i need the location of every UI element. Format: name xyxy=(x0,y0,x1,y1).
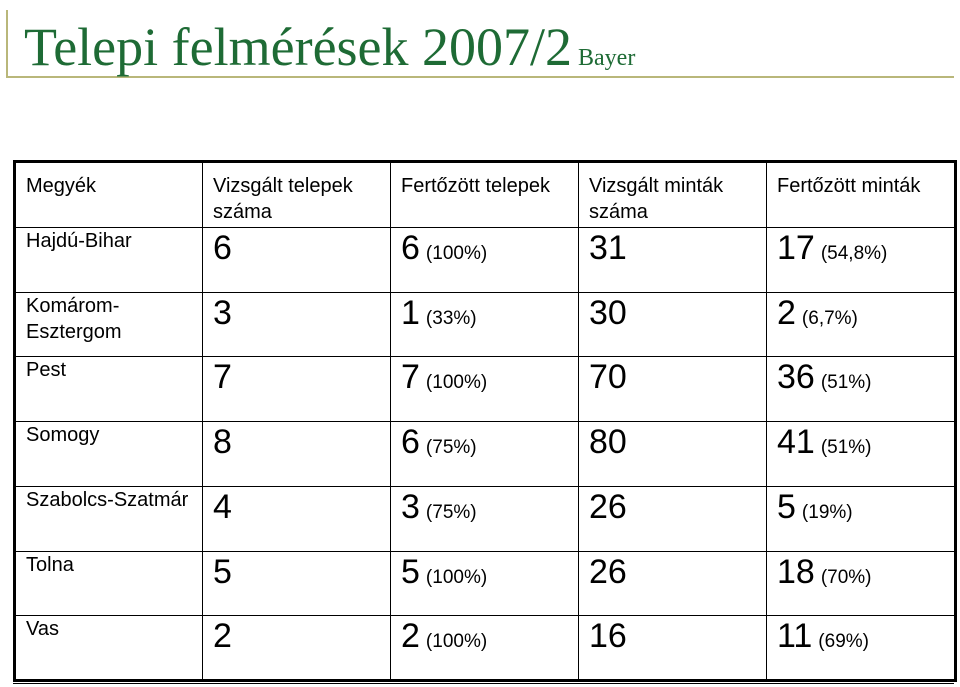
cell-fertozott-telepek: 5 (100%) xyxy=(390,550,579,617)
table-row: Vas 2 2 (100%) 16 11 (69%) xyxy=(14,615,956,681)
cell-megye: Hajdú-Bihar xyxy=(14,227,203,293)
percent: (33%) xyxy=(425,307,477,329)
percent: (100%) xyxy=(425,631,488,653)
cell-vizsgalt-mintak: 80 xyxy=(578,421,767,487)
percent: (19%) xyxy=(801,501,853,523)
cell-fertozott-telepek: 6 (100%) xyxy=(390,227,579,293)
value: 3 xyxy=(401,487,420,526)
percent: (75%) xyxy=(425,501,477,523)
value: 36 xyxy=(777,358,815,397)
title-rule-vertical xyxy=(6,10,8,76)
value: 6 xyxy=(401,229,420,267)
cell-megye: Vas xyxy=(14,615,203,681)
cell-fertozott-mintak: 5 (19%) xyxy=(766,485,956,552)
value: 17 xyxy=(777,229,815,267)
cell-vizsgalt-telepek: 6 xyxy=(202,227,391,293)
header-vizsgalt-telepek: Vizsgált telepek száma xyxy=(202,161,391,228)
percent: (70%) xyxy=(820,566,872,588)
header-fertozott-mintak: Fertőzött minták xyxy=(766,161,956,228)
percent: (100%) xyxy=(425,243,488,264)
value: 80 xyxy=(589,423,627,462)
value: 6 xyxy=(401,423,420,462)
survey-table: Megyék Vizsgált telepek száma Fertőzött … xyxy=(13,160,957,682)
value: 2 xyxy=(777,293,796,332)
value: 26 xyxy=(589,487,627,526)
value: 3 xyxy=(213,293,232,332)
cell-vizsgalt-mintak: 16 xyxy=(578,615,767,681)
table-header-row: Megyék Vizsgált telepek száma Fertőzött … xyxy=(14,161,956,228)
cell-vizsgalt-telepek: 2 xyxy=(202,615,391,681)
percent: (6,7%) xyxy=(801,307,858,329)
cell-vizsgalt-mintak: 26 xyxy=(578,550,767,617)
table-row: Somogy 8 6 (75%) 80 41 (51%) xyxy=(14,421,956,487)
value: 30 xyxy=(589,293,627,332)
page-title: Telepi felmérések 2007/2 Bayer xyxy=(24,12,635,93)
percent: (75%) xyxy=(425,437,477,459)
value: 2 xyxy=(401,617,420,656)
percent: (54,8%) xyxy=(820,243,888,264)
header-megye: Megyék xyxy=(14,161,203,228)
cell-fertozott-mintak: 41 (51%) xyxy=(766,421,956,487)
cell-fertozott-telepek: 1 (33%) xyxy=(390,291,579,358)
cell-vizsgalt-mintak: 26 xyxy=(578,485,767,552)
percent: (100%) xyxy=(425,566,488,588)
header-fertozott-telepek: Fertőzött telepek xyxy=(390,161,579,228)
cell-vizsgalt-telepek: 5 xyxy=(202,550,391,617)
cell-megye: Komárom-Esztergom xyxy=(14,291,203,358)
title-rule-horizontal xyxy=(6,76,954,78)
percent: (51%) xyxy=(820,372,872,394)
value: 2 xyxy=(213,617,232,656)
table-row: Pest 7 7 (100%) 70 36 (51%) xyxy=(14,356,956,423)
value: 4 xyxy=(213,487,232,526)
table-row: Tolna 5 5 (100%) 26 18 (70%) xyxy=(14,550,956,617)
value: 5 xyxy=(213,552,232,591)
value: 7 xyxy=(213,358,232,397)
value: 7 xyxy=(401,358,420,397)
cell-megye: Szabolcs-Szatmár xyxy=(14,485,203,552)
value: 41 xyxy=(777,423,815,462)
cell-vizsgalt-telepek: 3 xyxy=(202,291,391,358)
value: 5 xyxy=(401,552,420,591)
cell-fertozott-mintak: 17 (54,8%) xyxy=(766,227,956,293)
cell-fertozott-telepek: 3 (75%) xyxy=(390,485,579,552)
value: 5 xyxy=(777,487,796,526)
cell-megye: Tolna xyxy=(14,550,203,617)
cell-fertozott-mintak: 36 (51%) xyxy=(766,356,956,423)
cell-vizsgalt-telepek: 4 xyxy=(202,485,391,552)
cell-vizsgalt-mintak: 31 xyxy=(578,227,767,293)
value: 1 xyxy=(401,293,420,332)
table-row: Komárom-Esztergom 3 1 (33%) 30 2 (6,7%) xyxy=(14,291,956,358)
cell-fertozott-telepek: 7 (100%) xyxy=(390,356,579,423)
cell-fertozott-telepek: 6 (75%) xyxy=(390,421,579,487)
cell-fertozott-telepek: 2 (100%) xyxy=(390,615,579,681)
cell-vizsgalt-mintak: 30 xyxy=(578,291,767,358)
percent: (100%) xyxy=(425,372,488,394)
value: 16 xyxy=(589,617,627,656)
cell-vizsgalt-mintak: 70 xyxy=(578,356,767,423)
value: 31 xyxy=(589,229,627,267)
table-row: Hajdú-Bihar 6 6 (100%) 31 17 (54,8%) xyxy=(14,227,956,293)
percent: (51%) xyxy=(820,437,872,459)
table-bottom-rule xyxy=(13,683,954,684)
cell-fertozott-mintak: 18 (70%) xyxy=(766,550,956,617)
cell-fertozott-mintak: 2 (6,7%) xyxy=(766,291,956,358)
title-main: Telepi felmérések 2007/2 xyxy=(24,17,573,77)
cell-fertozott-mintak: 11 (69%) xyxy=(766,615,956,681)
value: 70 xyxy=(589,358,627,397)
header-vizsgalt-mintak: Vizsgált minták száma xyxy=(578,161,767,228)
cell-megye: Somogy xyxy=(14,421,203,487)
cell-vizsgalt-telepek: 8 xyxy=(202,421,391,487)
value: 6 xyxy=(213,229,232,267)
value: 11 xyxy=(777,617,813,656)
table-row: Szabolcs-Szatmár 4 3 (75%) 26 5 (19%) xyxy=(14,485,956,552)
value: 18 xyxy=(777,552,815,591)
percent: (69%) xyxy=(818,631,869,653)
title-subtitle: Bayer xyxy=(578,45,636,71)
cell-megye: Pest xyxy=(14,356,203,423)
value: 8 xyxy=(213,423,232,462)
cell-vizsgalt-telepek: 7 xyxy=(202,356,391,423)
value: 26 xyxy=(589,552,627,591)
